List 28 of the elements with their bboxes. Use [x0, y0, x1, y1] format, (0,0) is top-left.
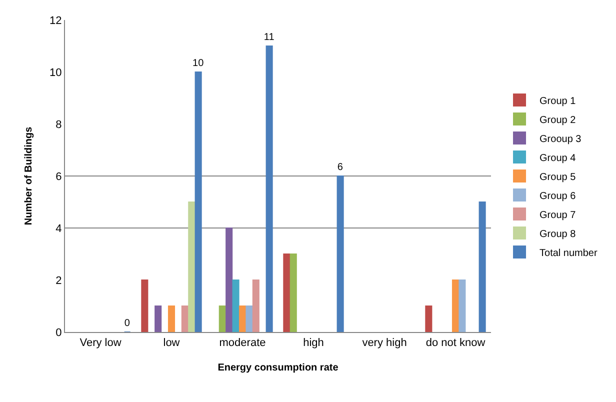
y-tick-label: 10	[50, 66, 62, 79]
x-tick-label: very high	[362, 337, 407, 350]
y-tick-label: 0	[56, 326, 62, 339]
x-tick-label: low	[163, 337, 180, 350]
x-axis-title: Energy consumption rate	[218, 362, 339, 374]
data-label: 11	[264, 32, 275, 43]
data-label: 0	[124, 318, 130, 329]
y-tick-label: 6	[56, 170, 62, 183]
x-tick-label: Very low	[80, 337, 122, 350]
data-label: 10	[192, 58, 204, 69]
y-tick-label: 2	[56, 274, 62, 287]
legend-label: Group 8	[540, 228, 576, 240]
legend-label: Group 5	[540, 172, 576, 183]
y-tick-label: 8	[56, 118, 62, 131]
y-tick-label: 4	[56, 222, 62, 235]
legend-label: Group 7	[540, 210, 576, 221]
data-label: 6	[337, 162, 344, 173]
y-axis-title: Number of Buildings	[24, 126, 35, 226]
legend-label: Group 2	[540, 114, 576, 126]
x-tick-label: moderate	[219, 337, 266, 350]
legend-label: Grooup 3	[540, 134, 582, 145]
y-tick-label: 12	[50, 14, 62, 27]
legend-label: Group 6	[540, 190, 576, 202]
x-tick-label: high	[303, 337, 324, 350]
x-tick-label: do not know	[426, 337, 486, 350]
legend-label: Group 4	[540, 152, 576, 164]
legend-label: Group 1	[540, 96, 576, 107]
legend-label: Total number	[540, 248, 598, 259]
